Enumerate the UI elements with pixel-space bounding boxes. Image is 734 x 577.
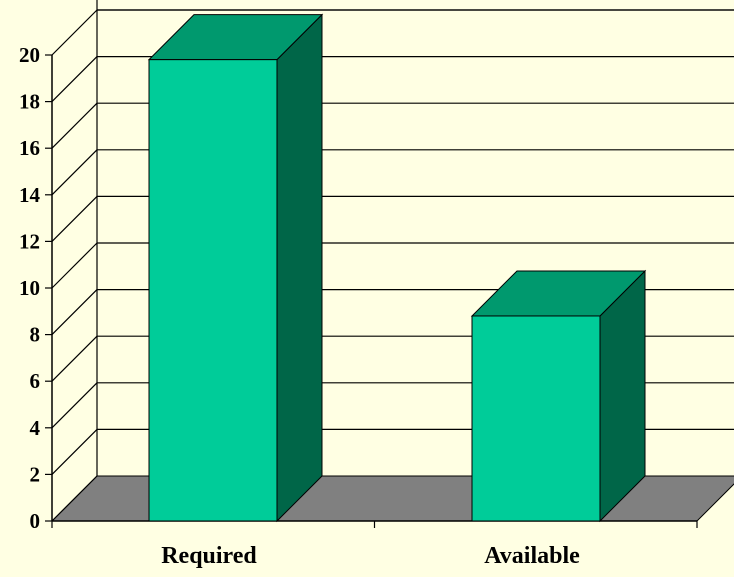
side-wall-gridline [51, 242, 98, 289]
bar-available [470, 269, 647, 523]
bar [471, 315, 601, 522]
bar-side [276, 13, 323, 523]
y-tick-label: 18 [19, 90, 40, 114]
y-tick-label: 14 [19, 183, 41, 207]
side-wall-gridline [51, 382, 98, 429]
x-category-label: Required [161, 543, 257, 569]
chart-bars-layer [147, 13, 647, 523]
side-wall-gridline [51, 102, 98, 149]
y-tick-label: 4 [30, 416, 41, 440]
chart-labels-layer: 0 2 4 6 8 10 12 14 16 18 20 Required Available [19, 43, 580, 569]
y-tick-label: 16 [19, 136, 40, 160]
side-wall-gridline [51, 56, 98, 103]
side-wall-gridline [51, 475, 98, 522]
side-wall-gridline [51, 289, 98, 336]
bar-required [147, 13, 324, 523]
y-tick-label: 0 [30, 509, 41, 533]
side-wall-gridline [51, 428, 98, 475]
y-tick-label: 8 [30, 323, 41, 347]
side-wall-gridline [51, 335, 98, 382]
x-category-label: Available [484, 543, 580, 569]
y-tick-label: 12 [19, 229, 40, 253]
y-tick-label: 10 [19, 276, 40, 300]
y-tick-label: 2 [30, 462, 41, 486]
side-wall-gridline [51, 195, 98, 242]
side-wall-gridline [51, 9, 98, 56]
side-wall-gridline [51, 149, 98, 196]
bar [148, 59, 278, 522]
y-tick-label: 6 [30, 369, 41, 393]
y-tick-label: 20 [19, 43, 40, 67]
